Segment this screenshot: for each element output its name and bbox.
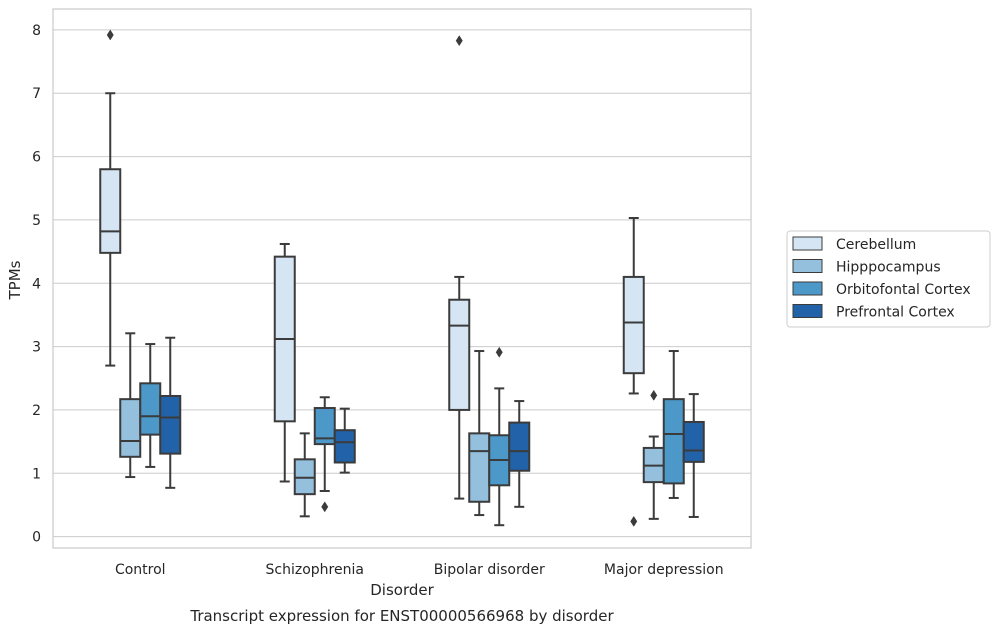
box — [448, 298, 471, 411]
outlier-point — [495, 346, 503, 358]
box — [468, 432, 491, 503]
box — [159, 394, 182, 455]
box — [139, 382, 162, 436]
y-tick-label: 3 — [32, 340, 41, 356]
box — [682, 420, 705, 463]
series-hipppocampus — [119, 332, 665, 520]
legend-label: Prefrontal Cortex — [836, 305, 955, 321]
plot-area-frame — [52, 8, 752, 549]
legend-label: Hipppocampus — [836, 260, 941, 276]
series-orbitofontal-cortex — [139, 343, 685, 527]
y-axis-label: TPMs — [6, 260, 24, 300]
outlier-point — [321, 501, 329, 513]
y-tick-label: 0 — [32, 530, 41, 546]
outlier-point — [650, 389, 658, 401]
y-axis-ticks: 0 1 2 3 4 5 6 7 8 — [32, 23, 41, 546]
box — [508, 421, 531, 472]
outlier-point — [106, 29, 114, 41]
y-tick-label: 2 — [32, 403, 41, 419]
legend-label: Cerebellum — [836, 237, 916, 253]
y-tick-label: 5 — [32, 213, 41, 229]
x-tick-label: Major depression — [604, 562, 724, 578]
legend-label: Orbitofontal Cortex — [836, 282, 971, 298]
x-tick-label: Control — [115, 562, 166, 578]
legend-swatch — [792, 259, 823, 273]
x-tick-label: Bipolar disorder — [434, 562, 545, 578]
box — [662, 398, 685, 485]
y-tick-label: 1 — [32, 466, 41, 482]
box-series — [99, 29, 705, 527]
series-cerebellum — [99, 29, 645, 527]
y-tick-label: 8 — [32, 23, 41, 39]
x-tick-label: Schizophrenia — [266, 562, 364, 578]
legend-frame — [786, 230, 991, 328]
series-prefrontal-cortex — [159, 336, 705, 518]
box — [119, 398, 142, 458]
legend-swatch — [792, 304, 823, 318]
x-axis-label: Disorder — [370, 581, 434, 599]
y-tick-label: 4 — [32, 276, 41, 292]
outlier-point — [630, 515, 638, 527]
box — [313, 407, 336, 446]
x-axis-ticks: Control Schizophrenia Bipolar disorder Majo… — [115, 562, 724, 578]
chart-caption: Transcript expression for ENST0000056696… — [189, 607, 614, 625]
legend-swatch — [792, 236, 823, 251]
outlier-point — [455, 35, 463, 47]
y-tick-label: 7 — [32, 86, 41, 102]
legend-swatch — [792, 281, 823, 296]
y-tick-label: 6 — [32, 150, 41, 166]
legend: Cerebellum Hipppocampus Orbitofontal Corte… — [786, 230, 991, 328]
box — [333, 429, 356, 464]
box — [622, 275, 645, 375]
legend-items: Cerebellum Hipppocampus Orbitofontal Corte… — [792, 236, 971, 321]
box — [99, 168, 122, 254]
